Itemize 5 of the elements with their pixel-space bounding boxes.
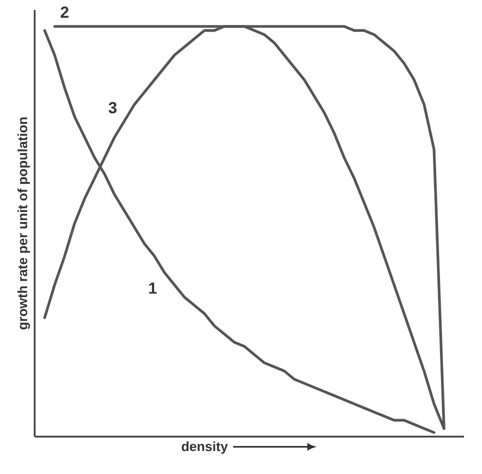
series-label: 1 xyxy=(149,282,157,294)
series-label: 3 xyxy=(108,102,117,114)
series-label: 2 xyxy=(60,6,68,18)
y-axis-title: growth rate per unit of population xyxy=(17,117,30,330)
x-axis-title: density xyxy=(182,441,228,454)
